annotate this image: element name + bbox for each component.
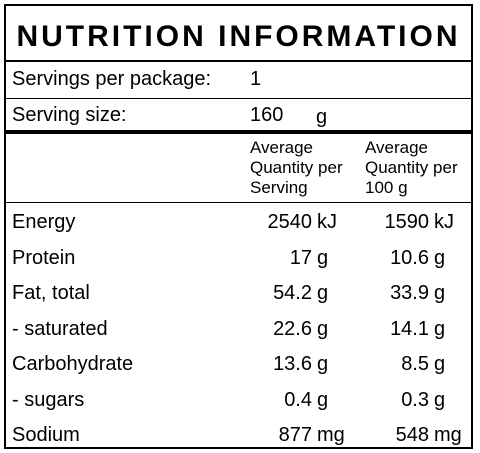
per-serving-unit: mg [317,424,345,446]
per-100g-value: 1590 [384,211,430,233]
serving-size-label: Serving size: [12,104,127,126]
per-100g-unit: g [434,388,446,411]
per-100g-unit: g [434,353,446,375]
per-100g-unit: g [434,317,446,340]
serving-size-unit: g [316,106,328,128]
servings-label: Servings per package: [12,68,212,90]
per-serving-value: 877 [278,424,312,446]
nutrition-panel: NUTRITION INFORMATION Servings per packa… [4,4,473,449]
per-100g-unit: kJ [434,211,454,233]
per-100g-header: Average Quantity per 100 g [365,138,458,197]
servings-rule [6,98,471,99]
per-serving-unit: g [317,317,329,340]
nutrient-name: Fat, total [12,282,90,304]
nutrient-name: Protein [12,246,76,269]
per-serving-value: 22.6 [273,317,312,340]
servings-value: 1 [250,68,262,90]
per-serving-unit: kJ [317,211,337,233]
nutrient-name: Carbohydrate [12,353,134,375]
per-100g-value: 548 [395,424,429,446]
nutrient-name: - sugars [12,388,85,411]
nutrient-name: Energy [12,211,76,233]
per-serving-value: 54.2 [273,282,312,304]
title-rule [6,60,471,62]
per-100g-unit: g [434,282,446,304]
per-100g-value: 10.6 [390,246,429,269]
per-100g-value: 33.9 [390,282,429,304]
per-serving-unit: g [317,282,329,304]
nutrient-name: Sodium [12,424,80,446]
per-100g-value: 14.1 [390,317,429,340]
per-100g-value: 0.3 [401,388,429,411]
per-100g-unit: g [434,246,446,269]
per-serving-unit: g [317,388,329,411]
table-rule [6,202,471,203]
header-thick-rule [6,130,471,134]
per-serving-unit: g [317,246,329,269]
panel-title: NUTRITION INFORMATION [16,20,461,53]
per-serving-unit: g [317,353,329,375]
per-serving-value: 0.4 [284,388,312,411]
per-100g-unit: mg [434,424,462,446]
per-serving-value: 2540 [267,211,313,233]
nutrient-name: - saturated [12,317,108,340]
serving-size-value: 160 [250,104,284,126]
per-serving-value: 17 [289,246,312,269]
per-serving-header: Average Quantity per Serving [250,138,343,197]
per-serving-value: 13.6 [273,353,312,375]
per-100g-value: 8.5 [401,353,429,375]
